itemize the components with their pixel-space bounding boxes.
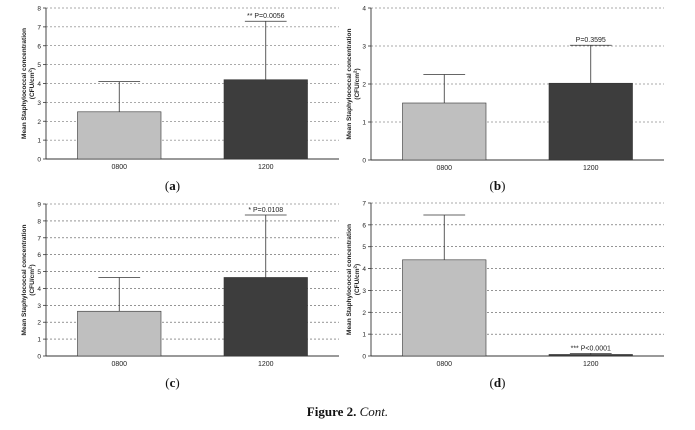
y-tick-label: 1 [37, 138, 41, 145]
y-tick-label: 1 [37, 337, 41, 344]
y-tick-label: 5 [37, 62, 41, 69]
y-axis-label: Mean Staphylococcal concentration [21, 28, 28, 139]
chart-panel-3: 0 1 2 3 4 5 6 7 8 9 Mean Staphylococcal concentrat… [21, 202, 339, 390]
y-tick-label: 5 [362, 244, 366, 251]
chart-panel-2: 0 1 2 3 4 Mean Staphylococcal concentration (C… [346, 6, 664, 193]
figure-caption: Figure 2. Cont. [0, 404, 695, 420]
y-tick-label: 4 [37, 81, 41, 88]
y-tick-label: 0 [362, 354, 366, 361]
y-tick-label: 6 [362, 222, 366, 229]
p-value-annotation: ** P=0.0056 [247, 13, 285, 20]
y-axis-label: Mean Staphylococcal concentration [346, 29, 353, 140]
bar-1200 [223, 79, 308, 160]
y-axis-unit: (CFU/cm2) [353, 68, 362, 99]
x-category-label: 0800 [436, 361, 452, 368]
p-value-annotation: * P=0.0108 [248, 207, 283, 214]
y-axis-label: Mean Staphylococcal concentration [21, 225, 28, 336]
caption-continued: Cont. [359, 404, 389, 419]
y-tick-label: 0 [37, 157, 41, 164]
y-tick-label: 3 [362, 288, 366, 295]
y-axis-label: Mean Staphylococcal concentration [346, 224, 353, 335]
y-tick-label: 9 [37, 202, 41, 209]
y-tick-label: 2 [362, 82, 366, 89]
y-tick-label: 3 [362, 44, 366, 51]
y-tick-label: 7 [362, 201, 366, 208]
y-tick-label: 3 [37, 303, 41, 310]
y-tick-label: 2 [37, 320, 41, 327]
bar-1200 [548, 354, 633, 357]
y-tick-label: 8 [37, 218, 41, 225]
bar-0800 [402, 102, 487, 161]
y-axis-unit: (CFU/cm2) [28, 68, 37, 99]
y-tick-label: 4 [37, 286, 41, 293]
panel-label: (a) [165, 178, 180, 193]
y-tick-label: 2 [37, 119, 41, 126]
panel-label: (c) [165, 375, 179, 390]
bar-1200 [548, 82, 633, 161]
x-category-label: 0800 [436, 165, 452, 172]
x-category-label: 1200 [583, 361, 599, 368]
panel-label: (d) [490, 375, 506, 390]
p-value-annotation: P=0.3595 [576, 37, 606, 44]
p-value-annotation: *** P<0.0001 [571, 345, 611, 352]
y-tick-label: 0 [37, 354, 41, 361]
x-category-label: 0800 [111, 361, 127, 368]
y-tick-label: 4 [362, 266, 366, 273]
chart-panel-4: 0 1 2 3 4 5 6 7 Mean Staphylococcal concentratio… [346, 201, 664, 390]
y-tick-label: 6 [37, 252, 41, 259]
y-tick-label: 7 [37, 235, 41, 242]
bar-0800 [77, 111, 162, 160]
y-tick-label: 2 [362, 310, 366, 317]
y-tick-label: 3 [37, 100, 41, 107]
y-tick-label: 7 [37, 24, 41, 31]
panel-label: (b) [490, 178, 506, 193]
x-category-label: 1200 [583, 165, 599, 172]
y-axis-unit: (CFU/cm2) [353, 264, 362, 295]
bar-1200 [223, 277, 308, 357]
y-tick-label: 1 [362, 120, 366, 127]
x-category-label: 1200 [258, 361, 274, 368]
y-tick-label: 8 [37, 6, 41, 13]
y-axis-unit: (CFU/cm2) [28, 264, 37, 295]
y-tick-label: 1 [362, 332, 366, 339]
chart-panel-1: 0 1 2 3 4 5 6 7 8 Mean Staphylococcal concentrati… [21, 6, 339, 193]
y-tick-label: 4 [362, 6, 366, 13]
x-category-label: 0800 [111, 164, 127, 171]
y-tick-label: 6 [37, 43, 41, 50]
caption-figure-number: Figure 2. [306, 404, 357, 419]
bar-0800 [402, 259, 487, 357]
bar-0800 [77, 310, 162, 357]
y-tick-label: 0 [362, 158, 366, 165]
y-tick-label: 5 [37, 269, 41, 276]
x-category-label: 1200 [258, 164, 274, 171]
